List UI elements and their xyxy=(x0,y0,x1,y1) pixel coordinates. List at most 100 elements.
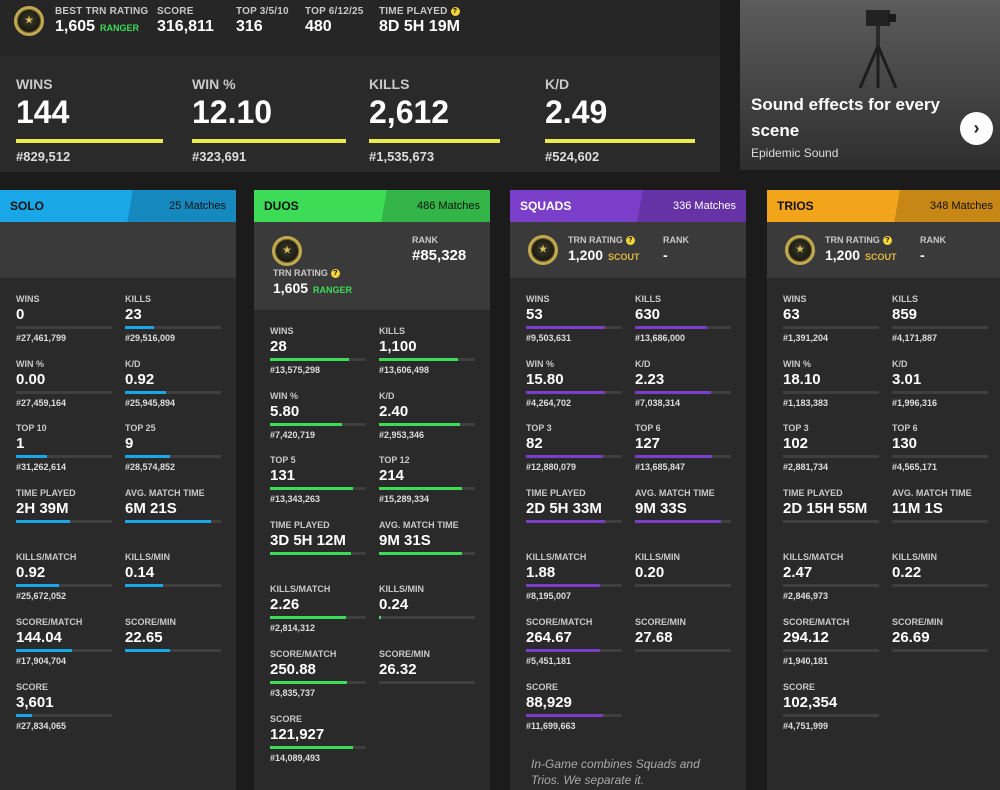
stat-cell: TIME PLAYED 2D 5H 33M xyxy=(526,488,622,523)
stat-cell: KILLS/MIN 0.24 xyxy=(379,584,475,620)
best-trn-label: BEST TRN RATING xyxy=(55,6,149,17)
panel-title: DUOS xyxy=(264,199,299,213)
stat-bar xyxy=(270,358,366,361)
stat-value: 0.24 xyxy=(379,596,409,614)
overview-stat: KILLS 2,612 #1,535,673 xyxy=(369,76,529,164)
stat-value: 3D 5H 12M xyxy=(270,531,346,549)
stat-cell: KILLS/MATCH 1.88 #8,195,007 xyxy=(526,552,622,601)
time-played-value: 8D 5H 19M xyxy=(379,18,460,35)
stat-label: K/D xyxy=(635,358,651,369)
stat-cell: WIN % 0.00 #27,459,164 xyxy=(16,359,112,408)
stat-rank: #7,038,314 xyxy=(635,397,681,408)
best-trn-rank: RANGER xyxy=(100,23,140,33)
stat-cell: WINS 0 #27,461,799 xyxy=(16,294,112,343)
stat-cell: WIN % 15.80 #4,264,702 xyxy=(526,359,622,408)
ad-sponsor: Epidemic Sound xyxy=(751,146,839,160)
info-icon[interactable]: ? xyxy=(882,236,892,245)
panel-matches: 336 Matches xyxy=(673,200,736,212)
stat-bar xyxy=(892,649,988,652)
stat-value: 0.92 xyxy=(16,564,46,582)
stat-bar xyxy=(526,649,622,652)
stat-bar xyxy=(635,390,731,394)
trn-rating-value: 1,200 SCOUT xyxy=(825,247,897,263)
stat-cell: AVG. MATCH TIME 9M 31S xyxy=(379,520,475,555)
stat-label: KILLS xyxy=(125,294,151,304)
stat-value: 0.00 xyxy=(16,370,46,388)
stat-label: TOP 6 xyxy=(892,423,918,434)
stat-cell: TIME PLAYED 3D 5H 12M xyxy=(270,520,366,555)
stat-bar-fill xyxy=(125,649,170,652)
top-a-value: 316 xyxy=(236,18,263,35)
stat-bar-fill xyxy=(16,584,59,588)
ad-title[interactable]: Sound effects for every scene xyxy=(751,95,940,140)
stat-value: 2.47 xyxy=(783,564,813,582)
stat-label: KILLS/MIN xyxy=(892,552,937,563)
stat-bar xyxy=(270,681,366,684)
stat-bar xyxy=(270,551,366,555)
stat-bar xyxy=(16,519,112,523)
stat-cell: SCORE/MIN 26.69 xyxy=(892,617,988,652)
info-icon[interactable]: ? xyxy=(330,269,340,278)
stat-bar-fill xyxy=(270,358,349,361)
overview-stat-bar xyxy=(369,139,500,143)
stat-value: 28 xyxy=(270,338,287,355)
stat-bar xyxy=(526,455,622,459)
stat-label: SCORE/MATCH xyxy=(783,617,850,627)
ad-card[interactable]: Sound effects for every scene Epidemic S… xyxy=(740,0,1000,170)
chevron-right-icon[interactable]: › xyxy=(960,112,993,145)
stat-value: 214 xyxy=(379,467,405,485)
stat-bar xyxy=(526,390,622,394)
stat-rank: #4,171,887 xyxy=(892,333,938,343)
stat-cell: KILLS/MATCH 2.26 #2,814,312 xyxy=(270,584,366,633)
stat-value: 3.01 xyxy=(892,370,922,388)
info-icon[interactable]: ? xyxy=(625,236,635,245)
stat-value: 130 xyxy=(892,435,918,453)
stat-bar-fill xyxy=(270,745,353,749)
score-value: 316,811 xyxy=(157,18,214,35)
stat-cell: TOP 6 130 #4,565,171 xyxy=(892,423,988,472)
overview-stat: K/D 2.49 #524,602 xyxy=(545,76,705,164)
stat-label: AVG. MATCH TIME xyxy=(892,487,972,498)
stat-rank: #28,574,852 xyxy=(125,462,176,473)
stat-cell: KILLS/MATCH 2.47 #2,846,973 xyxy=(783,552,879,601)
overview-stat-value: 144 xyxy=(16,94,70,130)
stat-label: WIN % xyxy=(16,358,44,369)
overview-stat-label: K/D xyxy=(545,76,570,92)
stat-value: 0.20 xyxy=(635,564,665,582)
panel-header: DUOS 486 Matches xyxy=(254,190,490,222)
stat-label: KILLS/MATCH xyxy=(526,552,587,563)
stat-bar-fill xyxy=(379,551,462,555)
stat-bar-fill xyxy=(16,713,32,717)
stat-cell: SCORE 121,927 #14,089,493 xyxy=(270,714,366,763)
stat-label: WINS xyxy=(16,294,40,304)
stat-bar-fill xyxy=(125,455,170,459)
stat-cell: SCORE/MIN 26.32 xyxy=(379,649,475,684)
stat-bar-fill xyxy=(270,616,346,620)
stat-rank: #17,904,704 xyxy=(16,656,67,666)
info-icon[interactable]: ? xyxy=(450,7,460,16)
stat-bar xyxy=(125,584,221,588)
stat-bar xyxy=(892,455,988,459)
rank-value: #85,328 xyxy=(412,247,467,264)
trn-rank-word: SCOUT xyxy=(608,252,640,262)
stat-rank: #4,751,999 xyxy=(783,720,829,731)
stat-bar xyxy=(379,616,475,620)
stat-value: 294.12 xyxy=(783,629,829,646)
trn-rank-word: RANGER xyxy=(313,285,353,295)
overview-stat: WIN % 12.10 #323,691 xyxy=(192,76,352,164)
stat-rank: #13,343,263 xyxy=(270,494,321,505)
stat-value: 630 xyxy=(635,306,661,323)
stat-rank: #27,459,164 xyxy=(16,397,67,408)
stat-rank: #25,945,894 xyxy=(125,397,176,408)
stat-rank: #2,953,346 xyxy=(379,429,425,440)
stat-label: TIME PLAYED xyxy=(783,487,843,498)
stat-bar xyxy=(125,519,221,523)
stat-bar-fill xyxy=(635,519,721,523)
stat-rank: #27,461,799 xyxy=(16,333,67,343)
stat-cell: TOP 5 131 #13,343,263 xyxy=(270,455,366,504)
